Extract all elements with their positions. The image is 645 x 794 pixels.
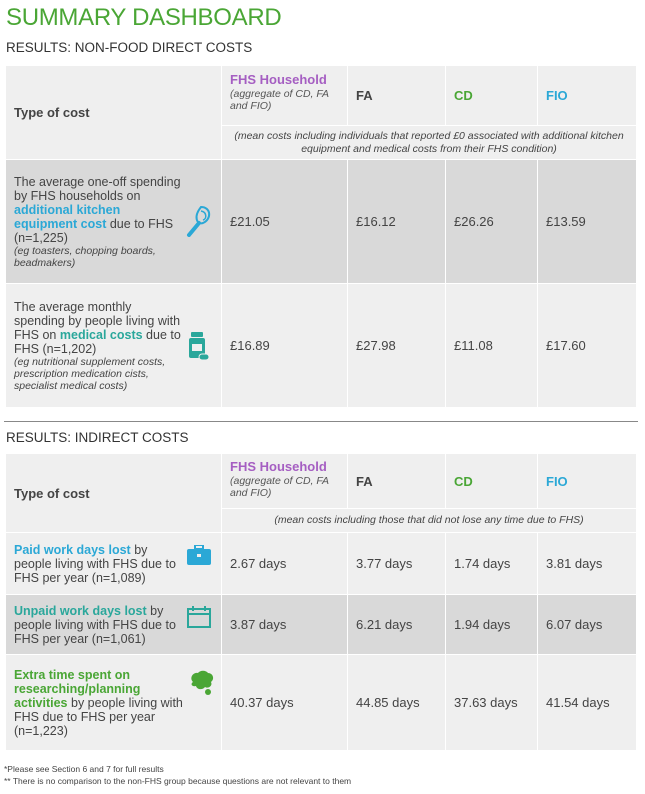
medical-fa-value: £27.98 [348, 284, 446, 408]
medical-pre: The average monthly spending by people l… [14, 299, 181, 342]
kitchen-cd-value: £26.26 [446, 160, 538, 284]
col-fhs-label: FHS Household [230, 72, 327, 87]
paid-fio-value: 3.81 days [538, 533, 637, 595]
medical-fio-value: £17.60 [538, 284, 637, 408]
unpaid-fio-value: 6.07 days [538, 595, 637, 655]
paid-post: by people living with FHS due to FHS per… [14, 542, 176, 585]
col-cd-2: CD [446, 454, 538, 509]
row-extra-time: Extra time spent on researching/planning… [6, 655, 222, 751]
whisk-icon [185, 205, 213, 240]
kitchen-eg: (eg toasters, chopping boards, beadmaker… [14, 244, 156, 269]
footnote-1: *Please see Section 6 and 7 for full res… [4, 764, 164, 774]
kitchen-fhs-value: £21.05 [222, 160, 348, 284]
mean-costs-note-2: (mean costs including those that did not… [222, 509, 637, 533]
extra-fhs-value: 40.37 days [222, 655, 348, 751]
kitchen-fa-value: £16.12 [348, 160, 446, 284]
page-title: SUMMARY DASHBOARD [6, 4, 282, 31]
calendar-icon [187, 605, 211, 631]
col-fa-2: FA [348, 454, 446, 509]
col-fa: FA [348, 66, 446, 126]
section-heading-indirect: RESULTS: INDIRECT COSTS [6, 430, 189, 445]
medical-highlight: medical costs [59, 327, 143, 342]
col-fio-2: FIO [538, 454, 637, 509]
paid-fhs-value: 2.67 days [222, 533, 348, 595]
row-medical-costs: The average monthly spending by people l… [6, 284, 222, 408]
row-kitchen-equipment: The average one-off spending by FHS hous… [6, 160, 222, 284]
medical-eg: (eg nutritional supplement costs, prescr… [14, 355, 166, 392]
mean-costs-note: (mean costs including individuals that r… [222, 126, 637, 160]
col-fhs-household-2: FHS Household (aggregate of CD, FA and F… [222, 454, 348, 509]
unpaid-fa-value: 6.21 days [348, 595, 446, 655]
paid-cd-value: 1.74 days [446, 533, 538, 595]
unpaid-fhs-value: 3.87 days [222, 595, 348, 655]
footnote-2: ** There is no comparison to the non-FHS… [4, 776, 352, 786]
kitchen-pre: The average one-off spending by FHS hous… [14, 174, 181, 203]
paid-highlight: Paid work days lost [14, 542, 131, 557]
medical-fhs-value: £16.89 [222, 284, 348, 408]
unpaid-cd-value: 1.94 days [446, 595, 538, 655]
indirect-costs-table: Type of cost FHS Household (aggregate of… [6, 454, 637, 751]
medicine-bottle-icon [187, 331, 210, 365]
paid-fa-value: 3.77 days [348, 533, 446, 595]
type-of-cost-header-2: Type of cost [6, 454, 222, 533]
col-fio: FIO [538, 66, 637, 126]
col-fhs-household: FHS Household (aggregate of CD, FA and F… [222, 66, 348, 126]
row-paid-work: Paid work days lost by people living wit… [6, 533, 222, 595]
col-cd: CD [446, 66, 538, 126]
col-fhs-label-2: FHS Household [230, 459, 327, 474]
extra-post: by people living with FHS due to FHS per… [14, 695, 183, 738]
row-unpaid-work: Unpaid work days lost by people living w… [6, 595, 222, 655]
kitchen-fio-value: £13.59 [538, 160, 637, 284]
medical-post: due to FHS (n=1,202) [14, 327, 181, 356]
briefcase-icon [187, 543, 211, 568]
extra-cd-value: 37.63 days [446, 655, 538, 751]
section-divider [4, 421, 638, 422]
brain-icon [189, 670, 215, 699]
col-fhs-sub: (aggregate of CD, FA and FIO) [230, 88, 329, 112]
medical-cd-value: £11.08 [446, 284, 538, 408]
unpaid-highlight: Unpaid work days lost [14, 603, 147, 618]
col-fhs-sub-2: (aggregate of CD, FA and FIO) [230, 475, 329, 499]
section-heading-direct: RESULTS: NON-FOOD DIRECT COSTS [6, 40, 253, 55]
unpaid-post: by people living with FHS due to FHS per… [14, 603, 176, 646]
kitchen-highlight: additional kitchen equipment cost [14, 202, 121, 231]
type-of-cost-header: Type of cost [6, 66, 222, 160]
direct-costs-table: Type of cost FHS Household (aggregate of… [6, 66, 637, 408]
extra-fa-value: 44.85 days [348, 655, 446, 751]
kitchen-post: due to FHS (n=1,225) [14, 216, 174, 245]
extra-fio-value: 41.54 days [538, 655, 637, 751]
extra-highlight: Extra time spent on researching/planning… [14, 667, 141, 710]
